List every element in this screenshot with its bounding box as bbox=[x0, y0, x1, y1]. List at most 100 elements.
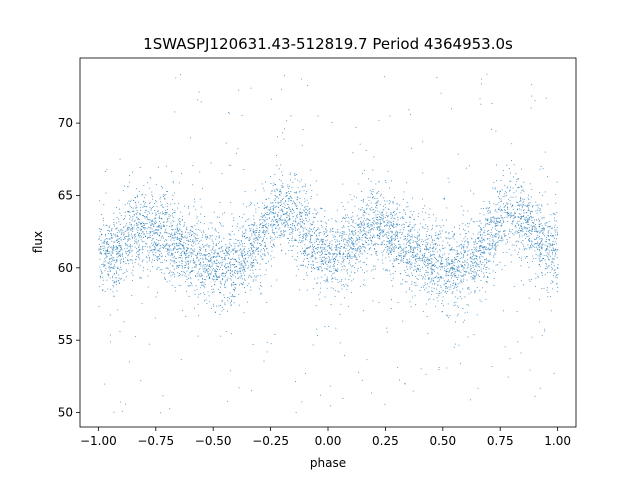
data-point bbox=[187, 268, 189, 270]
data-point bbox=[476, 314, 478, 316]
data-point bbox=[153, 232, 155, 234]
data-point bbox=[372, 236, 373, 238]
data-point bbox=[197, 243, 199, 244]
data-point bbox=[280, 191, 282, 193]
data-point bbox=[306, 258, 308, 259]
data-point bbox=[493, 221, 495, 223]
data-point bbox=[515, 173, 517, 175]
data-point bbox=[399, 255, 400, 257]
data-point bbox=[231, 285, 233, 287]
data-point bbox=[147, 275, 149, 277]
data-point bbox=[448, 181, 450, 183]
data-point bbox=[333, 254, 335, 255]
data-point bbox=[556, 220, 558, 222]
data-point bbox=[382, 229, 383, 231]
data-point bbox=[375, 206, 377, 208]
data-point bbox=[243, 258, 245, 260]
data-point bbox=[511, 205, 513, 207]
data-point bbox=[531, 261, 533, 263]
data-point bbox=[426, 316, 428, 317]
data-point bbox=[155, 214, 157, 216]
data-point bbox=[180, 240, 182, 242]
data-point bbox=[452, 262, 453, 264]
data-point bbox=[366, 218, 368, 220]
data-point bbox=[299, 214, 301, 216]
data-point bbox=[390, 230, 392, 232]
data-point bbox=[485, 225, 487, 227]
data-point bbox=[234, 250, 236, 252]
data-point bbox=[518, 204, 520, 206]
data-point bbox=[321, 254, 322, 256]
data-point bbox=[478, 241, 480, 243]
data-point bbox=[484, 235, 486, 237]
data-point bbox=[221, 257, 223, 258]
data-point bbox=[234, 272, 236, 274]
data-point bbox=[324, 274, 326, 276]
data-point bbox=[549, 239, 551, 241]
data-point bbox=[309, 208, 311, 210]
data-point bbox=[394, 235, 396, 237]
data-point bbox=[332, 236, 334, 238]
data-point bbox=[301, 401, 303, 403]
data-point bbox=[554, 231, 556, 233]
data-point bbox=[202, 275, 204, 277]
data-point bbox=[163, 259, 165, 261]
data-point bbox=[375, 183, 377, 185]
data-point bbox=[263, 215, 265, 217]
data-point bbox=[461, 265, 463, 267]
data-point bbox=[451, 263, 452, 264]
data-point bbox=[300, 242, 301, 244]
data-point bbox=[531, 217, 533, 219]
data-point bbox=[406, 241, 408, 243]
data-point bbox=[147, 237, 149, 239]
data-point bbox=[154, 247, 156, 249]
data-point bbox=[453, 234, 455, 236]
data-point bbox=[417, 245, 418, 247]
data-point bbox=[434, 248, 436, 250]
data-point bbox=[371, 209, 373, 211]
data-point bbox=[547, 232, 549, 234]
data-point bbox=[432, 273, 433, 275]
data-point bbox=[318, 228, 320, 230]
data-point bbox=[299, 211, 301, 213]
data-point bbox=[186, 276, 188, 278]
data-point bbox=[427, 258, 429, 260]
data-point bbox=[231, 213, 233, 215]
data-point bbox=[479, 257, 481, 259]
data-point bbox=[441, 260, 443, 262]
data-point bbox=[390, 308, 392, 309]
data-point bbox=[522, 206, 524, 208]
data-point bbox=[257, 203, 258, 205]
data-point bbox=[516, 178, 518, 180]
data-point bbox=[556, 238, 557, 240]
data-point bbox=[484, 247, 486, 249]
data-point bbox=[417, 267, 419, 269]
data-point bbox=[258, 234, 260, 236]
data-point bbox=[329, 246, 330, 248]
data-point bbox=[541, 240, 543, 242]
data-point bbox=[377, 202, 379, 204]
data-point bbox=[181, 257, 183, 259]
data-point bbox=[528, 297, 530, 299]
data-point bbox=[288, 229, 290, 230]
data-point bbox=[149, 221, 151, 223]
data-point bbox=[470, 266, 472, 268]
data-point bbox=[462, 269, 464, 271]
data-point bbox=[181, 172, 183, 174]
data-point bbox=[515, 183, 517, 185]
data-point bbox=[102, 289, 104, 291]
data-point bbox=[117, 266, 119, 268]
data-point bbox=[224, 266, 225, 267]
data-point bbox=[341, 261, 343, 263]
data-point bbox=[306, 255, 308, 257]
data-point bbox=[329, 231, 331, 233]
data-point bbox=[340, 246, 342, 248]
data-point bbox=[522, 284, 524, 286]
data-point bbox=[461, 265, 463, 267]
data-point bbox=[177, 238, 179, 240]
data-point bbox=[494, 217, 496, 219]
data-point bbox=[458, 253, 460, 255]
data-point bbox=[275, 221, 277, 223]
data-point bbox=[206, 276, 208, 278]
data-point bbox=[231, 270, 233, 272]
